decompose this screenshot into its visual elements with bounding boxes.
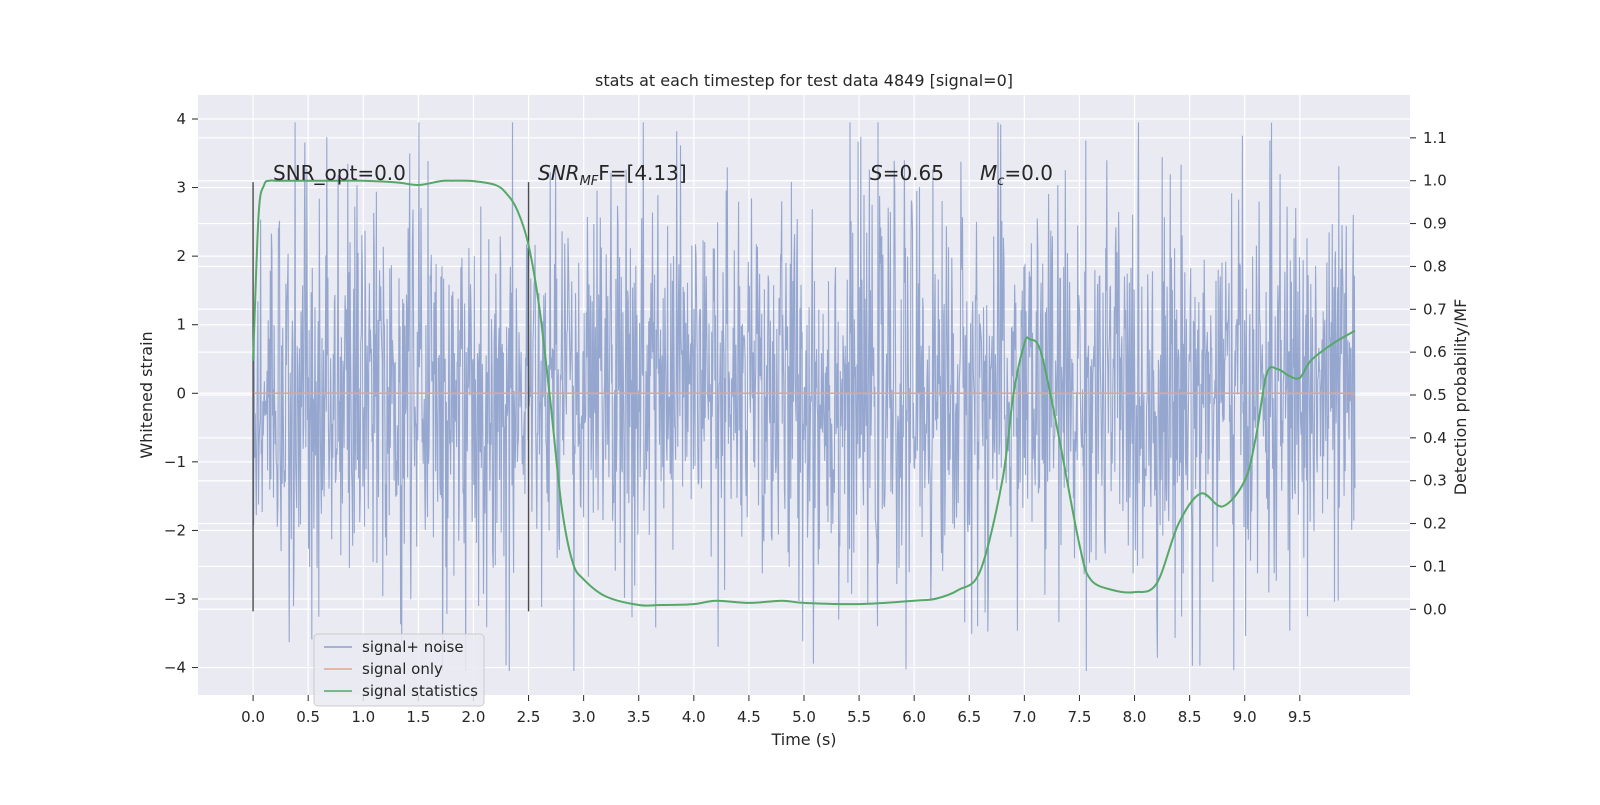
y2-tick-label: 0.3 [1423, 472, 1447, 490]
y-tick-label: 4 [176, 110, 186, 128]
y-tick-label: 3 [176, 179, 186, 197]
annotation-s-variable: S [870, 161, 883, 185]
y2-tick-label: 0.1 [1423, 557, 1447, 575]
annotation-s-value: =0.65 [883, 161, 944, 185]
y-tick-label: 1 [176, 316, 186, 334]
y2-tick-label: 0.6 [1423, 343, 1447, 361]
y2-tick-label: 0.9 [1423, 215, 1447, 233]
x-tick-label: 0.0 [241, 708, 265, 726]
x-tick-label: 6.5 [957, 708, 981, 726]
y-axis-label: Whitened strain [137, 331, 156, 458]
x-tick-label: 1.0 [351, 708, 375, 726]
legend-label-signal-noise: signal+ noise [362, 638, 464, 656]
annotation-snr-mf-prefix: SNR [538, 161, 580, 185]
chart-title: stats at each timestep for test data 484… [595, 71, 1013, 90]
annotation-mc-value: =0.0 [1004, 161, 1053, 185]
y2-tick-label: 0.7 [1423, 300, 1447, 318]
x-tick-label: 9.5 [1288, 708, 1312, 726]
annotation-mc-subscript: c [997, 174, 1004, 189]
x-tick-label: 8.0 [1123, 708, 1147, 726]
y2-tick-label: 0.4 [1423, 429, 1447, 447]
x-tick-label: 4.0 [682, 708, 706, 726]
annotation-snr-opt: SNR_opt=0.0 [273, 161, 406, 185]
annotation-mc-variable: M [980, 161, 997, 185]
x-tick-label: 3.5 [627, 708, 651, 726]
annotation-mc: Mc=0.0 [980, 161, 1053, 189]
x-tick-label: 1.5 [406, 708, 430, 726]
y-tick-label: −4 [164, 659, 186, 677]
annotation-snr-mf-subscript: MF [580, 174, 599, 189]
x-tick-layer: 0.0 0.5 1.0 1.5 2.0 2.5 3.0 3.5 4.0 4.5 5.0 5.5 6.0 6… [241, 695, 1312, 726]
legend-label-signal-statistics: signal statistics [362, 682, 478, 700]
x-tick-label: 2.5 [517, 708, 541, 726]
x-tick-label: 0.5 [296, 708, 320, 726]
x-tick-label: 7.5 [1068, 708, 1092, 726]
y-tick-label: −1 [164, 453, 186, 471]
signal-statistics-series-layer [252, 179, 1356, 607]
x-tick-label: 6.0 [902, 708, 926, 726]
legend-box [313, 633, 485, 707]
signal-statistics-line [252, 179, 1356, 607]
vertical-marker-layer [252, 182, 530, 612]
signal-noise-line [252, 122, 1356, 672]
y-tick-layer: 4 3 2 1 0 −1 −2 −3 −4 [164, 110, 198, 677]
x-tick-label: 7.0 [1012, 708, 1036, 726]
y2-tick-label: 0.5 [1423, 386, 1447, 404]
y-tick-label: −2 [164, 521, 186, 539]
y2-axis-label: Detection probability/MF [1451, 299, 1470, 496]
y-tick-label: −3 [164, 590, 186, 608]
y2-tick-label: 1.0 [1423, 172, 1447, 190]
x-tick-label: 4.5 [737, 708, 761, 726]
noise-series-layer [252, 122, 1356, 672]
y2-tick-label: 0.2 [1423, 515, 1447, 533]
x-tick-label: 8.5 [1178, 708, 1202, 726]
annotation-snr-mf-value: F=[4.13] [598, 161, 686, 185]
y2-tick-label: 0.0 [1423, 600, 1447, 618]
y2-tick-label: 0.8 [1423, 257, 1447, 275]
x-tick-label: 9.0 [1233, 708, 1257, 726]
x-axis-label: Time (s) [770, 730, 836, 749]
y2-tick-label: 1.1 [1423, 129, 1447, 147]
y-tick-label: 2 [176, 247, 186, 265]
annotation-s: S=0.65 [870, 161, 944, 185]
x-tick-label: 5.5 [847, 708, 871, 726]
legend: signal+ noise signal only signal statist… [313, 633, 485, 707]
y-tick-label: 0 [176, 384, 186, 402]
y2-tick-layer: 1.1 1.0 0.9 0.8 0.7 0.6 0.5 0.4 0.3 0.2 0.1 0.0 [1410, 129, 1447, 618]
x-tick-label: 5.0 [792, 708, 816, 726]
x-tick-label: 2.0 [462, 708, 486, 726]
annotation-snr-mf: SNRMFF=[4.13] [538, 161, 687, 189]
legend-label-signal-only: signal only [362, 660, 443, 678]
x-tick-label: 3.0 [572, 708, 596, 726]
